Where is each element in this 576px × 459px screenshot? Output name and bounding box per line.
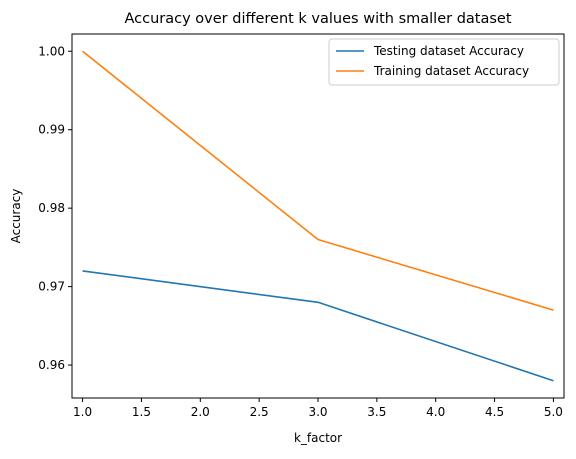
series-line-testing xyxy=(82,270,554,382)
y-tick-label: 0.98 xyxy=(38,201,65,215)
y-axis-label: Accuracy xyxy=(9,189,23,244)
x-tick-label: 1.0 xyxy=(73,405,92,419)
plot-area-frame xyxy=(71,33,565,399)
legend-box xyxy=(328,38,560,86)
x-axis-label: k_factor xyxy=(294,431,342,445)
y-tick-label: 0.96 xyxy=(38,358,65,372)
y-axis: 0.96 0.97 0.98 0.99 1.00 xyxy=(38,44,72,372)
x-tick-label: 2.5 xyxy=(250,405,269,419)
chart-title: Accuracy over different k values with sm… xyxy=(124,11,511,27)
x-tick-label: 1.5 xyxy=(132,405,151,419)
x-axis: 1.0 1.5 2.0 2.5 3.0 3.5 4.0 4.5 5.0 xyxy=(73,398,563,419)
y-tick-label: 1.00 xyxy=(38,44,65,58)
x-tick-label: 4.5 xyxy=(485,405,504,419)
legend-entry-label: Testing dataset Accuracy xyxy=(373,44,524,58)
series-line-training xyxy=(82,50,554,311)
y-tick-label: 0.99 xyxy=(38,123,65,137)
x-tick-label: 5.0 xyxy=(544,405,563,419)
legend: Testing dataset Accuracy Training dataset… xyxy=(328,38,560,86)
x-tick-label: 2.0 xyxy=(191,405,210,419)
legend-entry-label: Training dataset Accuracy xyxy=(373,64,529,78)
y-tick-label: 0.97 xyxy=(38,280,65,294)
x-tick-label: 3.0 xyxy=(308,405,327,419)
series-layer xyxy=(82,50,554,382)
x-tick-label: 3.5 xyxy=(367,405,386,419)
x-tick-label: 4.0 xyxy=(426,405,445,419)
